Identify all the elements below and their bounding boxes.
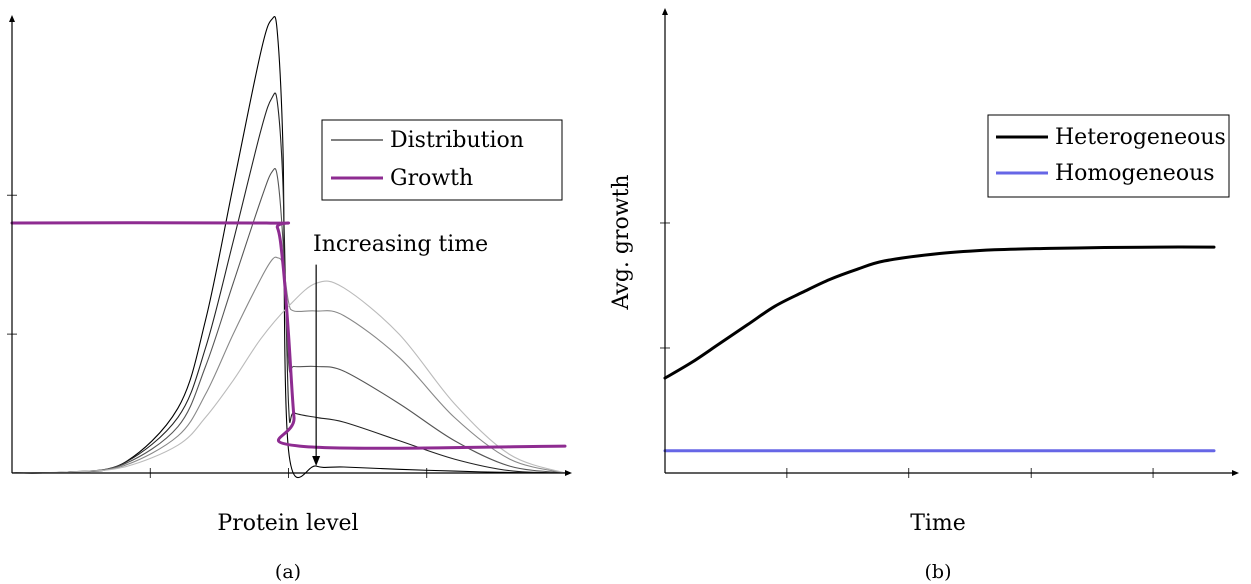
y-axis-arrowhead [9, 15, 15, 22]
panel-a-annotation: Increasing time [312, 232, 488, 467]
annotation-label: Increasing time [313, 232, 488, 257]
legend-box [987, 114, 1230, 198]
legend-label-homogeneous: Homogeneous [1055, 161, 1215, 186]
annotation-arrowhead [312, 456, 321, 467]
panel-b-ticks [660, 222, 1154, 478]
legend-label-distribution: Distribution [390, 128, 524, 153]
y-axis-arrowhead [662, 8, 668, 15]
series-line-distribution-0 [11, 16, 566, 478]
x-axis-arrowhead [1232, 470, 1239, 476]
legend-label-growth: Growth [390, 166, 473, 191]
panel-b-xlabel: Time [910, 511, 966, 536]
series-line-growth-5 [10, 221, 567, 450]
panel-a-plot-area [10, 16, 567, 478]
panel-a-xlabel: Protein level [217, 511, 358, 536]
panel-b-ylabel: Avg. growth [609, 174, 634, 310]
panel-a-label: (a) [275, 561, 301, 583]
legend-label-heterogeneous: Heterogeneous [1055, 125, 1226, 150]
series-line-distribution-2 [11, 168, 566, 474]
panel-b-label: (b) [925, 561, 952, 583]
panel-a: Increasing time Distribution Growth Prot… [7, 15, 572, 583]
panel-a-axes [9, 15, 572, 476]
series-line-distribution-4 [11, 280, 566, 474]
series-line-heterogeneous-0 [663, 245, 1216, 380]
panel-b-plot-area [663, 245, 1216, 453]
panel-b-axes [662, 8, 1239, 476]
panel-a-ticks [7, 194, 428, 478]
legend-box [321, 119, 563, 201]
series-line-distribution-1 [11, 92, 566, 474]
x-axis-arrowhead [565, 470, 572, 476]
panel-a-legend: Distribution Growth [321, 119, 563, 201]
panel-b: Heterogeneous Homogeneous Time Avg. grow… [609, 8, 1239, 583]
panel-b-legend: Heterogeneous Homogeneous [987, 114, 1230, 198]
